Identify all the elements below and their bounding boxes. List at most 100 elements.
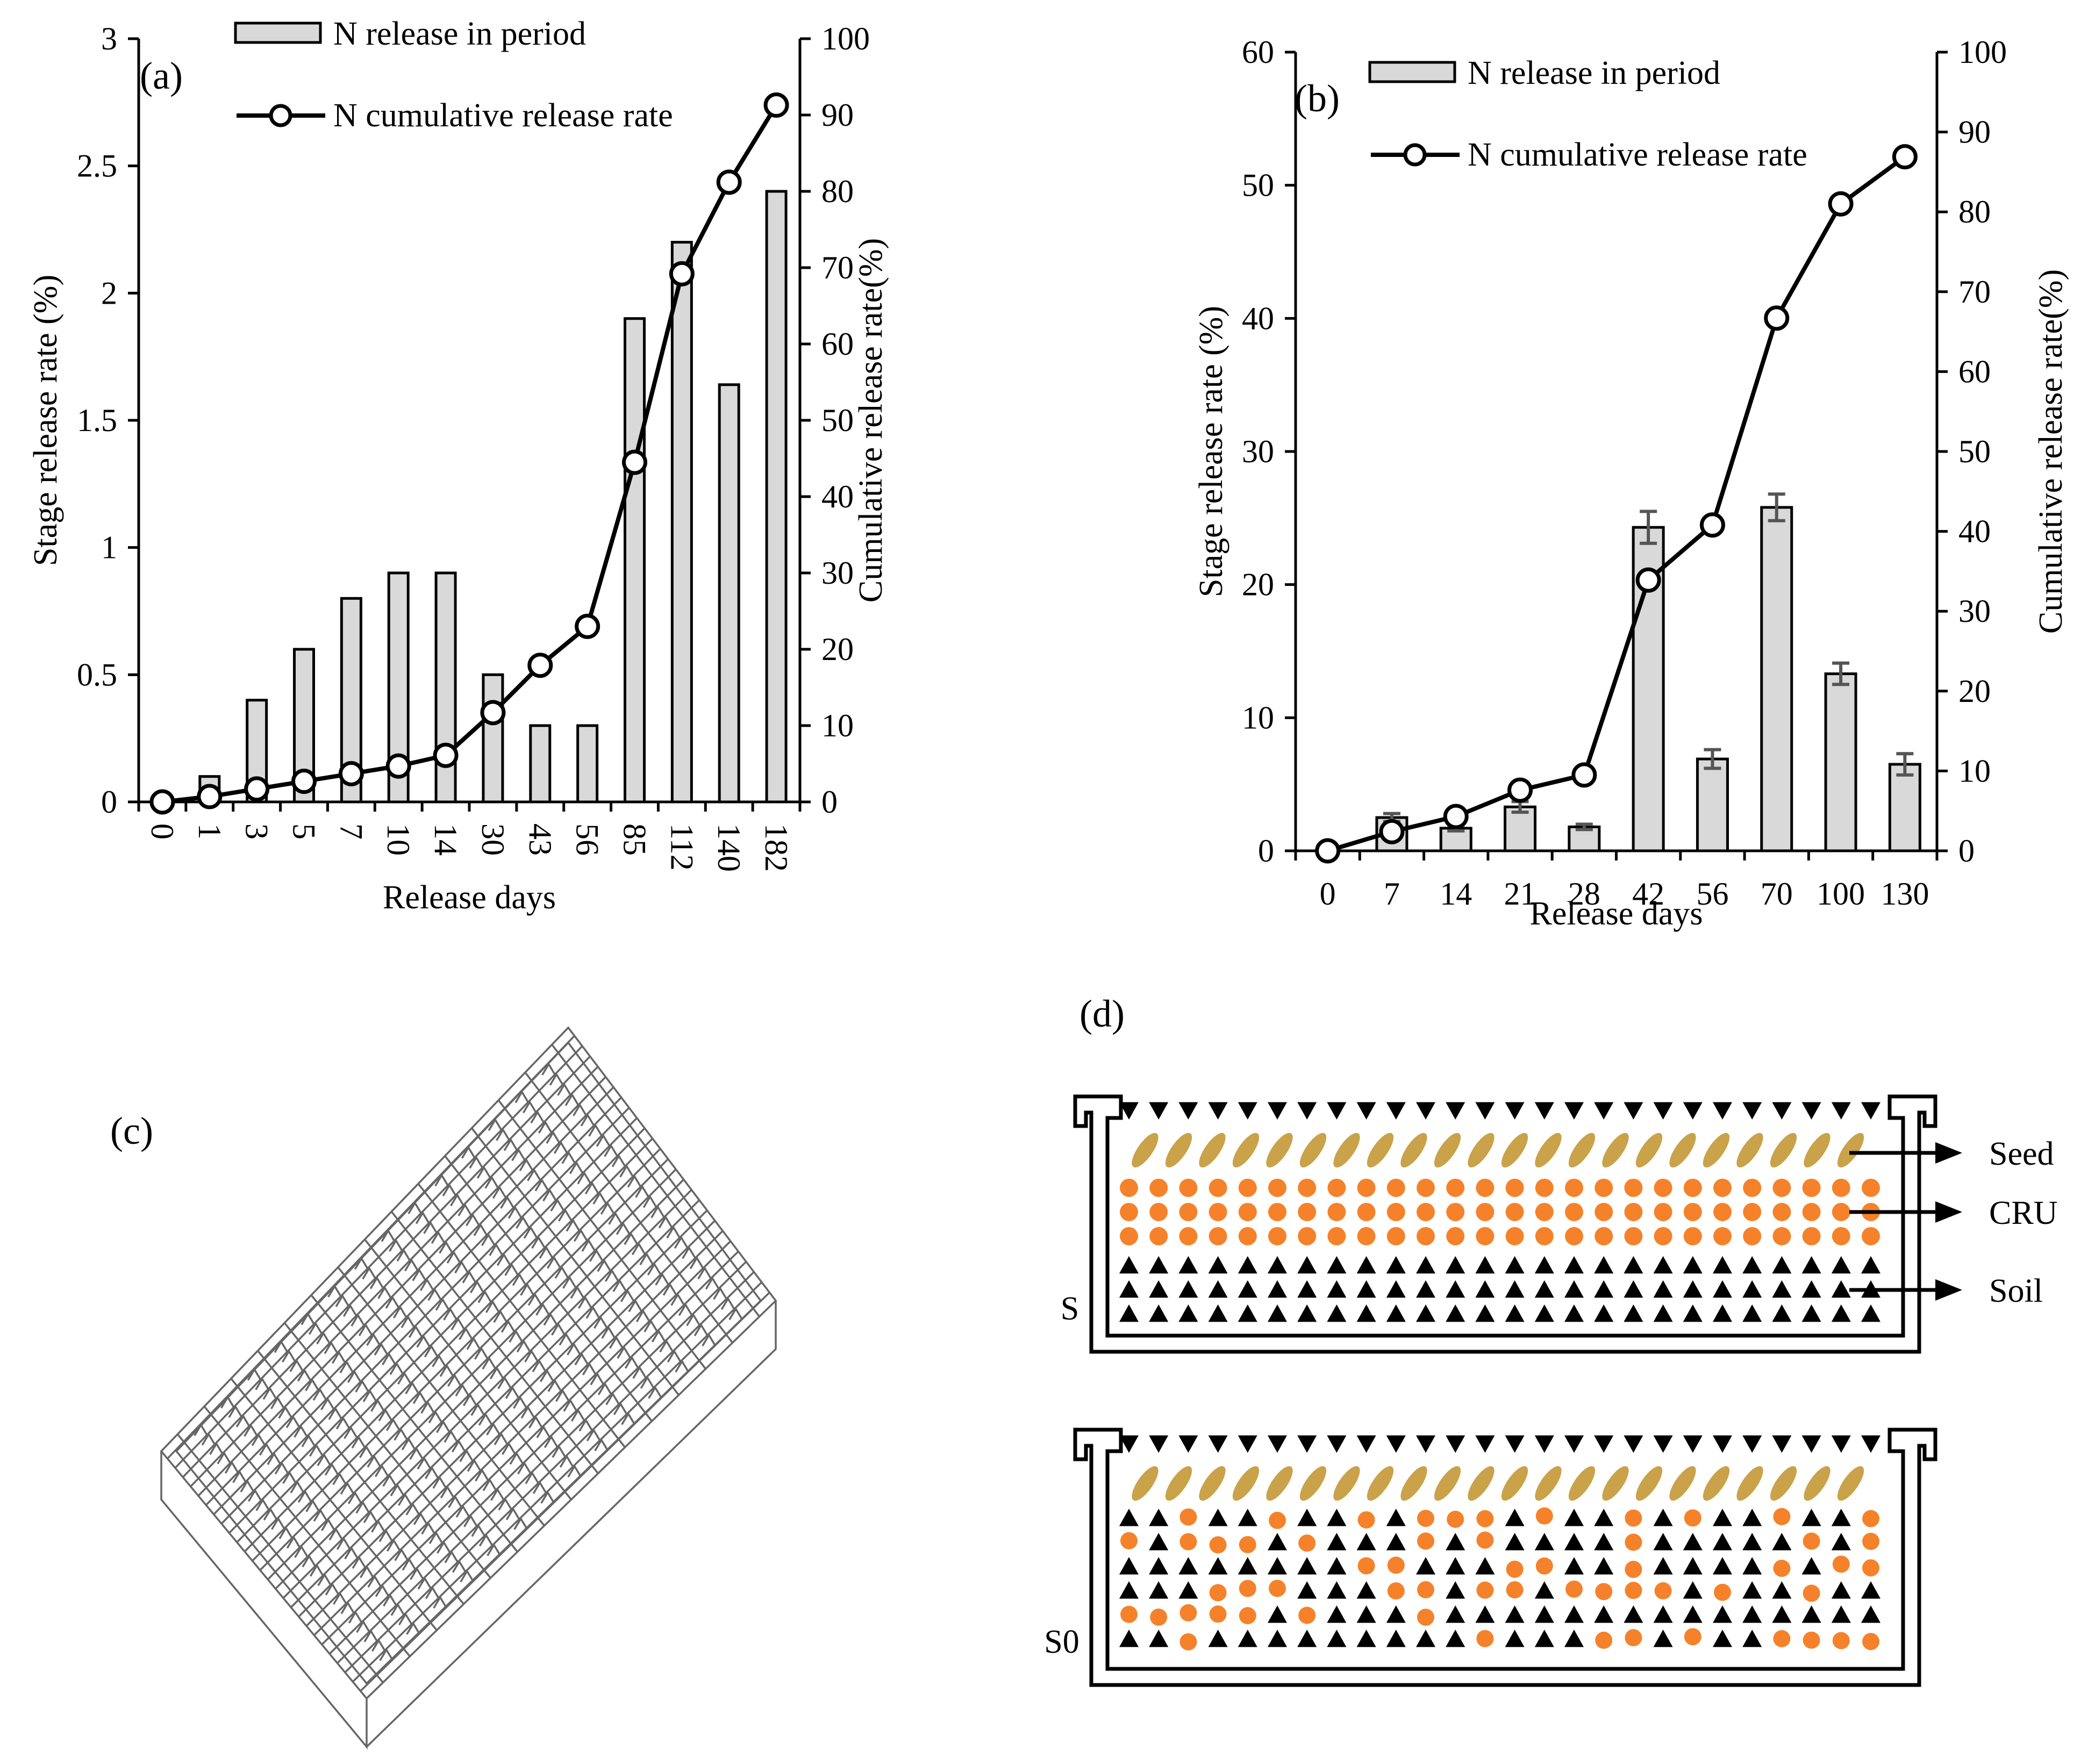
soil-particle: [1327, 1605, 1347, 1623]
soil-particle: [1505, 1435, 1525, 1453]
chart-a-x-tick-label: 10: [381, 823, 416, 856]
soil-particle: [1564, 1435, 1584, 1453]
soil-particle: [1178, 1256, 1198, 1274]
soil-particle: [1356, 1102, 1376, 1120]
cru-granule: [1417, 1227, 1435, 1245]
tray-cell: [313, 1508, 328, 1522]
cru-granule: [1149, 1203, 1168, 1221]
soil-particle: [1149, 1533, 1169, 1551]
soil-particle: [1713, 1256, 1732, 1274]
tray-cell: [635, 1309, 650, 1323]
tray-cell-wall: [197, 1076, 606, 1497]
tray-cell: [450, 1193, 465, 1207]
cru-granule: [1535, 1557, 1553, 1575]
chart-a-right-tick-label: 0: [821, 784, 838, 820]
tray-cell: [317, 1573, 332, 1586]
tray-cell: [562, 1275, 577, 1289]
tray-cell: [217, 1451, 232, 1465]
tray-cell: [378, 1529, 394, 1543]
cru-granule: [1832, 1227, 1850, 1245]
tray-cell: [423, 1221, 438, 1234]
chart-a-x-tick-label: 182: [759, 823, 794, 872]
cru-granule: [1743, 1179, 1762, 1197]
chart-b-right-tick-label: 100: [1958, 34, 2007, 70]
soil-particle: [1624, 1102, 1643, 1120]
tray-cell: [516, 1339, 531, 1353]
tray-cell: [324, 1462, 339, 1476]
tray-cell: [608, 1211, 623, 1225]
tray-cell: [564, 1093, 580, 1106]
tray-cell: [627, 1174, 642, 1188]
chart-b-line-point: [1379, 819, 1405, 844]
seed: [1602, 1466, 1629, 1501]
chart-a-line-point: [622, 449, 647, 475]
tray-cell: [370, 1399, 385, 1412]
soil-particle: [1386, 1280, 1406, 1298]
seed: [1266, 1132, 1293, 1168]
cru-granule: [1832, 1203, 1850, 1221]
seed: [1165, 1466, 1192, 1501]
cru-granule: [1624, 1203, 1643, 1221]
tray-cell: [604, 1144, 619, 1157]
cru-granule: [1209, 1203, 1227, 1221]
soil-particle: [1268, 1435, 1287, 1453]
soil-particle: [1446, 1533, 1465, 1551]
tray-cell: [274, 1461, 289, 1475]
soil-particle: [1149, 1304, 1169, 1322]
soil-particle: [1386, 1435, 1406, 1453]
tray-cell: [577, 1171, 592, 1185]
tray-cell: [481, 1233, 496, 1246]
tray-cell: [359, 1565, 374, 1579]
soil-particle: [1594, 1256, 1614, 1274]
soil-particle: [1149, 1102, 1169, 1120]
tray-cell: [678, 1303, 693, 1316]
tray-cell: [470, 1280, 485, 1294]
tray-cell: [285, 1415, 301, 1429]
cru-granule: [1387, 1557, 1405, 1574]
cru-granule: [1239, 1607, 1256, 1625]
tray-cell: [569, 1161, 584, 1174]
chart-b-x-tick-label: 28: [1568, 876, 1600, 912]
tray-cell: [549, 1072, 564, 1086]
soil-particle: [1238, 1630, 1257, 1647]
tray-cell: [436, 1419, 451, 1433]
tray-cell: [344, 1425, 359, 1439]
tray-cell-wall: [244, 1138, 653, 1552]
soil-particle: [1683, 1533, 1703, 1551]
chart-a-x-tick-label: 7: [333, 823, 369, 840]
tray-cell: [497, 1376, 512, 1389]
soil-particle: [1297, 1581, 1317, 1599]
soil-particle: [1861, 1102, 1881, 1120]
chart-a-right-tick-label: 40: [821, 479, 854, 514]
cru-granule: [1624, 1227, 1643, 1245]
chart-b-y-axis-title: Stage release rate (%): [1193, 306, 1229, 597]
soil-particle: [1594, 1533, 1614, 1551]
tray-cell: [619, 1164, 634, 1178]
tray-cell: [301, 1434, 316, 1447]
soil-particle: [1683, 1581, 1703, 1599]
cru-granule: [1506, 1581, 1524, 1598]
tray-cell: [498, 1497, 513, 1511]
cru-granule: [1862, 1510, 1879, 1528]
tray-cell: [405, 1381, 420, 1395]
cru-granule: [1238, 1179, 1257, 1197]
tray-cell: [604, 1268, 619, 1282]
cru-granule: [1505, 1227, 1524, 1245]
cru-granule: [1298, 1203, 1317, 1221]
tray-cell: [534, 1178, 549, 1192]
seed: [1132, 1132, 1159, 1168]
chart-a-line-point: [716, 169, 742, 195]
soil-particle: [1178, 1102, 1198, 1120]
cru-granule: [1713, 1179, 1732, 1197]
soil-particle: [1594, 1280, 1614, 1298]
cru-granule: [1268, 1179, 1286, 1197]
tray-cell: [413, 1512, 428, 1525]
chart-b-legend-marker: [1403, 143, 1427, 167]
seed: [1703, 1132, 1730, 1168]
tray-cell: [367, 1454, 382, 1468]
cru-granule: [1327, 1227, 1346, 1245]
chart-b-line-point: [1315, 838, 1341, 864]
soil-particle: [1653, 1435, 1673, 1453]
tray-cell: [309, 1443, 324, 1457]
soil-particle: [1564, 1256, 1584, 1274]
